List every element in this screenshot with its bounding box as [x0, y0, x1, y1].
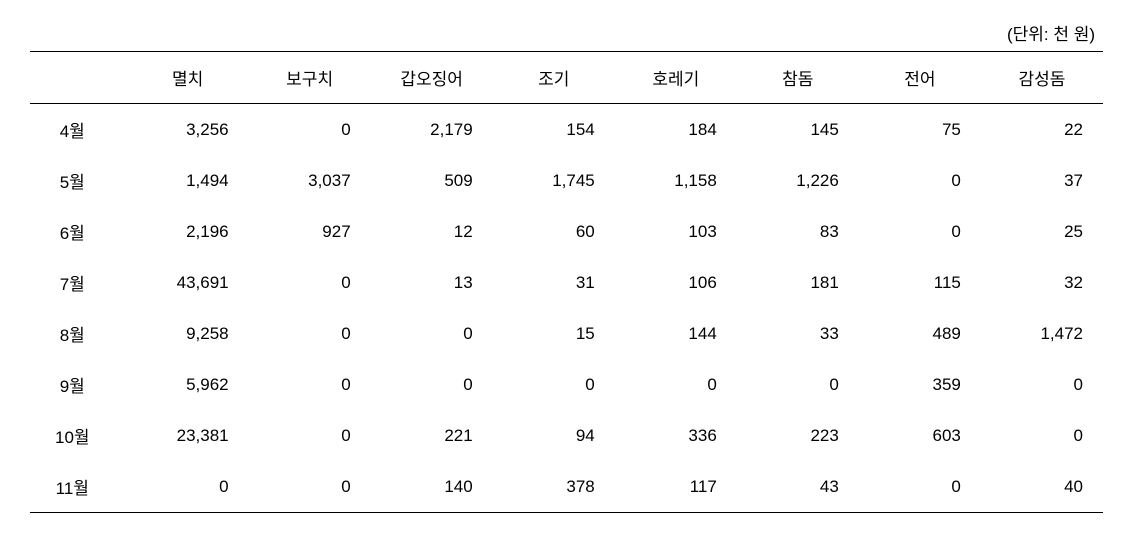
- table-cell: 117: [615, 461, 737, 513]
- table-row: 6월 2,196 927 12 60 103 83 0 25: [30, 206, 1103, 257]
- table-cell: 223: [737, 410, 859, 461]
- table-row: 9월 5,962 0 0 0 0 0 359 0: [30, 359, 1103, 410]
- table-header: 참돔: [737, 52, 859, 104]
- table-cell: 0: [249, 410, 371, 461]
- table-cell: 378: [493, 461, 615, 513]
- table-cell: 144: [615, 308, 737, 359]
- table-cell: 25: [981, 206, 1103, 257]
- table-row: 5월 1,494 3,037 509 1,745 1,158 1,226 0 3…: [30, 155, 1103, 206]
- table-header: 전어: [859, 52, 981, 104]
- table-cell: 0: [981, 359, 1103, 410]
- row-label: 5월: [30, 155, 127, 206]
- table-cell: 154: [493, 104, 615, 156]
- table-cell: 3,256: [127, 104, 249, 156]
- table-header: 호레기: [615, 52, 737, 104]
- table-cell: 0: [127, 461, 249, 513]
- table-cell: 0: [493, 359, 615, 410]
- data-table: 멸치 보구치 갑오징어 조기 호레기 참돔 전어 감성돔 4월 3,256 0 …: [30, 51, 1103, 513]
- table-cell: 0: [615, 359, 737, 410]
- table-cell: 40: [981, 461, 1103, 513]
- table-cell: 0: [249, 359, 371, 410]
- table-header: 갑오징어: [371, 52, 493, 104]
- table-cell: 0: [249, 257, 371, 308]
- row-label: 8월: [30, 308, 127, 359]
- unit-label: (단위: 천 원): [30, 20, 1103, 45]
- table-cell: 31: [493, 257, 615, 308]
- table-cell: 103: [615, 206, 737, 257]
- table-cell: 184: [615, 104, 737, 156]
- row-label: 6월: [30, 206, 127, 257]
- table-header-blank: [30, 52, 127, 104]
- table-cell: 603: [859, 410, 981, 461]
- table-cell: 2,196: [127, 206, 249, 257]
- row-label: 4월: [30, 104, 127, 156]
- table-cell: 5,962: [127, 359, 249, 410]
- table-cell: 115: [859, 257, 981, 308]
- table-row: 8월 9,258 0 0 15 144 33 489 1,472: [30, 308, 1103, 359]
- table-cell: 140: [371, 461, 493, 513]
- table-cell: 509: [371, 155, 493, 206]
- table-row: 10월 23,381 0 221 94 336 223 603 0: [30, 410, 1103, 461]
- table-header: 보구치: [249, 52, 371, 104]
- table-header: 감성돔: [981, 52, 1103, 104]
- table-cell: 0: [859, 155, 981, 206]
- table-cell: 12: [371, 206, 493, 257]
- row-label: 7월: [30, 257, 127, 308]
- table-cell: 0: [737, 359, 859, 410]
- table-cell: 221: [371, 410, 493, 461]
- table-cell: 37: [981, 155, 1103, 206]
- table-cell: 0: [249, 461, 371, 513]
- table-cell: 145: [737, 104, 859, 156]
- table-cell: 43,691: [127, 257, 249, 308]
- table-header-row: 멸치 보구치 갑오징어 조기 호레기 참돔 전어 감성돔: [30, 52, 1103, 104]
- table-cell: 94: [493, 410, 615, 461]
- table-cell: 0: [249, 308, 371, 359]
- table-cell: 1,158: [615, 155, 737, 206]
- table-cell: 1,472: [981, 308, 1103, 359]
- table-cell: 75: [859, 104, 981, 156]
- table-cell: 336: [615, 410, 737, 461]
- table-row: 7월 43,691 0 13 31 106 181 115 32: [30, 257, 1103, 308]
- table-header: 멸치: [127, 52, 249, 104]
- table-cell: 0: [371, 308, 493, 359]
- table-cell: 32: [981, 257, 1103, 308]
- table-cell: 0: [859, 461, 981, 513]
- row-label: 11월: [30, 461, 127, 513]
- table-row: 11월 0 0 140 378 117 43 0 40: [30, 461, 1103, 513]
- table-cell: 0: [371, 359, 493, 410]
- table-cell: 15: [493, 308, 615, 359]
- row-label: 9월: [30, 359, 127, 410]
- table-cell: 2,179: [371, 104, 493, 156]
- table-header: 조기: [493, 52, 615, 104]
- table-cell: 106: [615, 257, 737, 308]
- table-cell: 359: [859, 359, 981, 410]
- table-cell: 13: [371, 257, 493, 308]
- table-cell: 60: [493, 206, 615, 257]
- table-cell: 33: [737, 308, 859, 359]
- table-cell: 927: [249, 206, 371, 257]
- table-row: 4월 3,256 0 2,179 154 184 145 75 22: [30, 104, 1103, 156]
- table-cell: 22: [981, 104, 1103, 156]
- row-label: 10월: [30, 410, 127, 461]
- table-cell: 43: [737, 461, 859, 513]
- table-cell: 1,494: [127, 155, 249, 206]
- table-cell: 83: [737, 206, 859, 257]
- table-cell: 1,226: [737, 155, 859, 206]
- table-cell: 0: [249, 104, 371, 156]
- table-cell: 1,745: [493, 155, 615, 206]
- table-cell: 3,037: [249, 155, 371, 206]
- table-cell: 181: [737, 257, 859, 308]
- table-cell: 489: [859, 308, 981, 359]
- table-cell: 23,381: [127, 410, 249, 461]
- table-cell: 0: [981, 410, 1103, 461]
- table-cell: 9,258: [127, 308, 249, 359]
- table-cell: 0: [859, 206, 981, 257]
